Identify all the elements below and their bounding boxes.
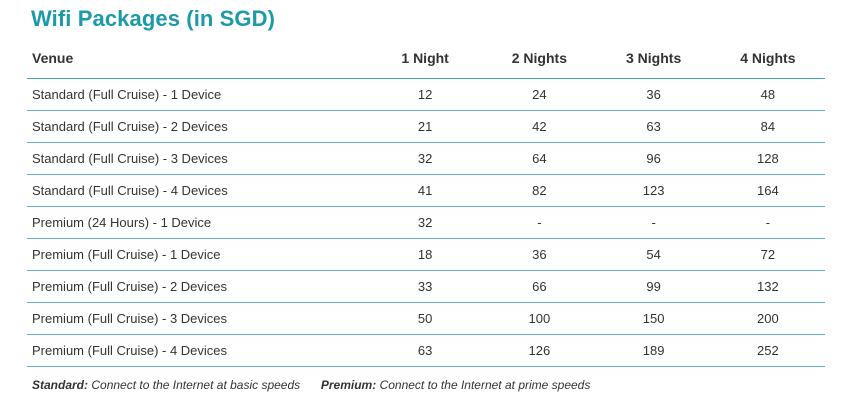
cell-1-night: 50 [368, 302, 483, 335]
cell-1-night: 63 [368, 334, 483, 367]
cell-1-night: 32 [368, 142, 483, 175]
header-3-nights: 3 Nights [596, 38, 711, 79]
table-row: Premium (Full Cruise) - 3 Devices 50 100 15… [27, 302, 825, 335]
table-row: Standard (Full Cruise) - 4 Devices 41 82 12… [27, 174, 825, 207]
cell-venue: Premium (Full Cruise) - 2 Devices [27, 270, 368, 303]
cell-4-nights: - [710, 206, 825, 239]
cell-4-nights: 84 [710, 110, 825, 143]
cell-venue: Premium (Full Cruise) - 4 Devices [27, 334, 368, 367]
cell-4-nights: 252 [710, 334, 825, 367]
table-row: Standard (Full Cruise) - 1 Device 12 24 36 4… [27, 78, 825, 111]
cell-1-night: 18 [368, 238, 483, 271]
footnote-standard-desc: Connect to the Internet at basic speeds [91, 378, 301, 392]
table-row: Standard (Full Cruise) - 2 Devices 21 42 63… [27, 110, 825, 143]
cell-1-night: 21 [368, 110, 483, 143]
page-title: Wifi Packages (in SGD) [31, 6, 276, 31]
cell-venue: Standard (Full Cruise) - 4 Devices [27, 174, 368, 207]
cell-1-night: 32 [368, 206, 483, 239]
cell-1-night: 41 [368, 174, 483, 207]
cell-venue: Premium (24 Hours) - 1 Device [27, 206, 368, 239]
table-row: Premium (Full Cruise) - 4 Devices 63 126 18… [27, 334, 825, 367]
header-4-nights: 4 Nights [710, 38, 825, 79]
cell-1-night: 33 [368, 270, 483, 303]
cell-3-nights: 99 [596, 270, 711, 303]
cell-4-nights: 72 [710, 238, 825, 271]
cell-2-nights: 100 [482, 302, 597, 335]
cell-2-nights: 64 [482, 142, 597, 175]
cell-venue: Standard (Full Cruise) - 2 Devices [27, 110, 368, 143]
cell-2-nights: 82 [482, 174, 597, 207]
cell-2-nights: 24 [482, 78, 597, 111]
table-row: Premium (Full Cruise) - 1 Device 18 36 54 72 [27, 238, 825, 271]
cell-3-nights: 96 [596, 142, 711, 175]
cell-3-nights: 36 [596, 78, 711, 111]
cell-venue: Standard (Full Cruise) - 1 Device [27, 78, 368, 111]
cell-3-nights: - [596, 206, 711, 239]
wifi-packages-table: Venue 1 Night 2 Nights 3 Nights 4 Nights… [27, 38, 825, 367]
cell-2-nights: 66 [482, 270, 597, 303]
cell-venue: Premium (Full Cruise) - 3 Devices [27, 302, 368, 335]
cell-3-nights: 54 [596, 238, 711, 271]
cell-3-nights: 150 [596, 302, 711, 335]
footnote-standard-term: Standard: [32, 378, 89, 392]
cell-venue: Premium (Full Cruise) - 1 Device [27, 238, 368, 271]
header-venue: Venue [27, 38, 368, 79]
cell-2-nights: 126 [482, 334, 597, 367]
footnote-premium-term: Premium: [320, 378, 377, 392]
cell-3-nights: 123 [596, 174, 711, 207]
table-header-row: Venue 1 Night 2 Nights 3 Nights 4 Nights [27, 38, 825, 79]
header-1-night: 1 Night [368, 38, 483, 79]
cell-4-nights: 200 [710, 302, 825, 335]
table-row: Premium (Full Cruise) - 2 Devices 33 66 99 1… [27, 270, 825, 303]
cell-2-nights: 36 [482, 238, 597, 271]
table-row: Premium (24 Hours) - 1 Device 32- - - [27, 206, 825, 239]
cell-2-nights: - [482, 206, 597, 239]
cell-venue: Standard (Full Cruise) - 3 Devices [27, 142, 368, 175]
table-row: Standard (Full Cruise) - 3 Devices 32 64 96… [27, 142, 825, 175]
cell-2-nights: 42 [482, 110, 597, 143]
footnote-premium-desc: Connect to the Internet at prime speeds [379, 378, 591, 392]
cell-4-nights: 132 [710, 270, 825, 303]
cell-3-nights: 63 [596, 110, 711, 143]
cell-3-nights: 189 [596, 334, 711, 367]
table-body: Standard (Full Cruise) - 1 Device 12 24 36 4… [27, 78, 825, 367]
cell-4-nights: 48 [710, 78, 825, 111]
cell-4-nights: 164 [710, 174, 825, 207]
cell-4-nights: 128 [710, 142, 825, 175]
footnote: Standard: Connect to the Internet at bas… [32, 378, 590, 392]
header-2-nights: 2 Nights [482, 38, 597, 79]
cell-1-night: 12 [368, 78, 483, 111]
